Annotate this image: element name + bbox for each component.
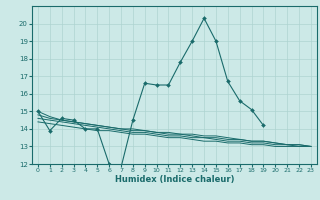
- X-axis label: Humidex (Indice chaleur): Humidex (Indice chaleur): [115, 175, 234, 184]
